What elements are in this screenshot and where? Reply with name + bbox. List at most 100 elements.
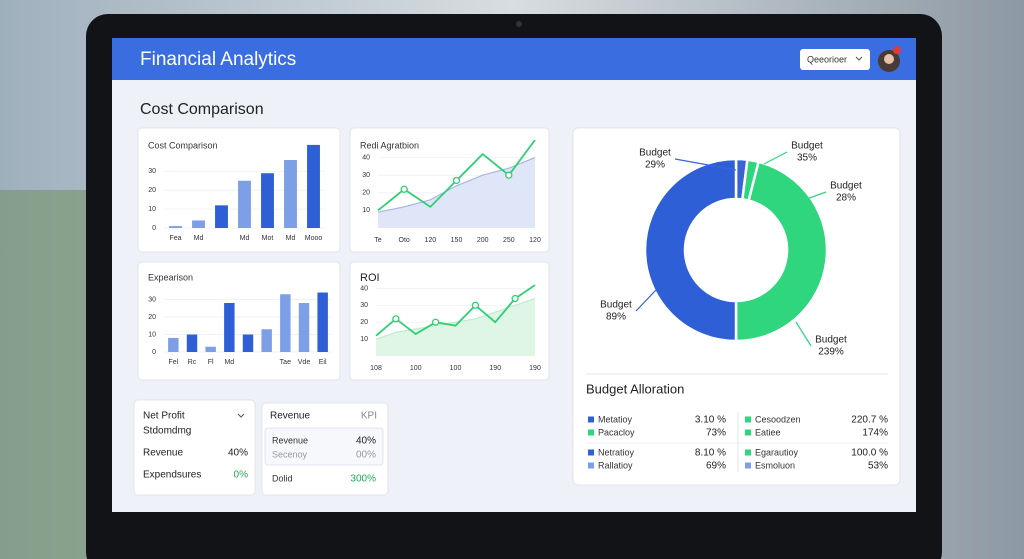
- row-value: 73%: [706, 428, 726, 439]
- x-tick-label: Te: [374, 237, 382, 244]
- bar: [261, 329, 272, 352]
- inner-box: [264, 427, 384, 466]
- y-tick-label: 10: [362, 207, 370, 214]
- row-value: 8.10 %: [695, 448, 726, 459]
- row-name: Esmoluon: [755, 460, 795, 470]
- legend-swatch: [588, 449, 594, 456]
- legend-swatch: [745, 429, 751, 436]
- donut-slice: [643, 157, 738, 343]
- bar: [205, 346, 216, 352]
- y-tick-label: 30: [148, 296, 156, 303]
- x-tick-label: 100: [450, 365, 462, 372]
- row-value: 00%: [356, 450, 376, 461]
- allocation-title: Budget Alloration: [586, 381, 684, 396]
- row-name: Rallatioy: [598, 460, 633, 470]
- x-tick-label: 200: [477, 237, 489, 244]
- y-tick-label: 10: [148, 331, 156, 338]
- x-tick-label: Md: [224, 359, 234, 366]
- x-tick-label: Vde: [298, 359, 311, 366]
- y-tick-label: 20: [360, 319, 368, 326]
- donut-label: Budget: [815, 335, 847, 346]
- row-value: 220.7 %: [851, 415, 888, 426]
- camera: [516, 21, 522, 27]
- bar: [284, 160, 297, 228]
- x-tick-label: 100: [410, 365, 422, 372]
- point: [505, 171, 513, 179]
- x-tick-label: Md: [194, 235, 204, 242]
- card-title: Revenue: [270, 411, 310, 422]
- bar: [307, 144, 320, 228]
- y-tick-label: 20: [362, 190, 370, 197]
- leader-line: [635, 289, 657, 312]
- row-name: Metatioy: [598, 414, 633, 424]
- point: [392, 315, 400, 323]
- card-title: Net Profit: [143, 411, 185, 422]
- donut-label: Budget: [600, 300, 632, 311]
- line: [377, 157, 536, 213]
- dropdown[interactable]: [800, 49, 870, 70]
- x-tick-label: 150: [451, 237, 463, 244]
- y-tick-label: 20: [148, 314, 156, 321]
- x-tick-label: 108: [370, 365, 382, 372]
- x-tick-label: Fea: [169, 235, 181, 242]
- x-tick-label: 250: [503, 237, 515, 244]
- row-value: 40%: [356, 436, 376, 447]
- leader-line: [763, 151, 788, 165]
- row-value: 40%: [228, 448, 248, 459]
- chart-title: ROI: [360, 272, 380, 284]
- row-value: 69%: [706, 461, 726, 472]
- leader-line: [795, 321, 812, 347]
- bar: [238, 180, 251, 228]
- donut-label: 28%: [836, 193, 856, 204]
- x-tick-label: 190: [489, 365, 501, 372]
- x-tick-label: Md: [286, 235, 296, 242]
- line: [375, 284, 536, 337]
- y-tick-label: 40: [360, 285, 368, 292]
- row-name: Secenoy: [272, 449, 308, 459]
- legend-swatch: [745, 462, 751, 469]
- card: [133, 399, 256, 496]
- donut-label: 239%: [818, 347, 844, 358]
- avatar-face: [884, 54, 894, 64]
- legend-swatch: [745, 416, 751, 423]
- area: [376, 298, 535, 356]
- chevron[interactable]: [237, 413, 245, 418]
- point: [471, 301, 480, 309]
- point: [400, 185, 408, 193]
- chevron: [855, 56, 863, 61]
- donut-label: 29%: [645, 160, 665, 171]
- bar: [186, 334, 198, 352]
- y-tick-label: 30: [360, 302, 368, 309]
- donut-label: 35%: [797, 153, 817, 164]
- bar: [168, 338, 179, 352]
- y-tick-label: 20: [148, 187, 156, 194]
- row-name: Revenue: [272, 435, 308, 445]
- bar: [317, 292, 328, 352]
- legend-swatch: [588, 416, 594, 423]
- donut-slice: [734, 160, 829, 343]
- row-name: Expendsures: [143, 470, 201, 481]
- bar: [215, 205, 228, 228]
- legend-swatch: [745, 449, 751, 456]
- row-name: Netratioy: [598, 447, 635, 457]
- point: [511, 294, 519, 303]
- x-tick-label: 120: [424, 237, 436, 244]
- row-value: 174%: [862, 428, 888, 439]
- row-value: 100.0 %: [851, 448, 888, 459]
- bar: [242, 334, 254, 352]
- card-tag: KPI: [361, 411, 377, 422]
- bar: [261, 173, 274, 228]
- bar: [298, 303, 310, 352]
- row-name: Eatiee: [755, 427, 781, 437]
- card-subtitle: Stdomdmg: [143, 426, 191, 437]
- legend-swatch: [588, 429, 594, 436]
- y-tick-label: 0: [152, 349, 156, 356]
- x-tick-label: Fl: [208, 359, 214, 366]
- header-bar: [112, 38, 916, 80]
- row-name: Cesoodzen: [755, 414, 801, 424]
- x-tick-label: Rc: [188, 359, 197, 366]
- dropdown-label[interactable]: Qeeorioer: [807, 54, 847, 64]
- row-value: 53%: [868, 461, 888, 472]
